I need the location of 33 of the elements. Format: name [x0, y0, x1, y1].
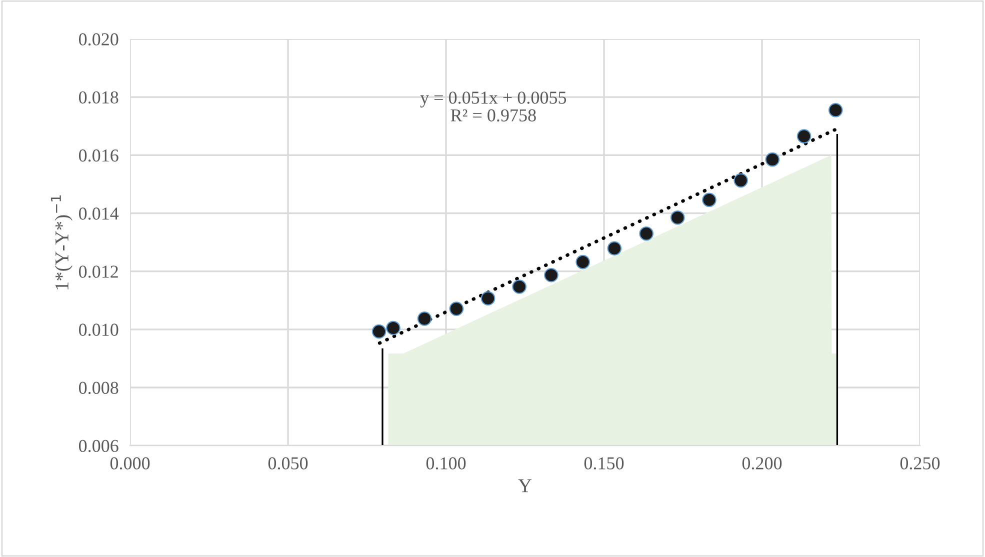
y-tick-label: 0.012: [78, 266, 118, 278]
point: [607, 241, 622, 256]
y-tick-label: 0.018: [78, 91, 118, 104]
point: [386, 320, 400, 336]
point: [480, 291, 496, 306]
point: [639, 226, 654, 241]
x-tick-label: 0.250: [900, 457, 940, 470]
y-tick-label: 0.010: [78, 324, 118, 336]
x-tick-label: 0.150: [584, 457, 624, 470]
point: [544, 268, 558, 282]
y-tick-label: 0.006: [78, 440, 118, 452]
point: [449, 302, 464, 316]
point: [670, 210, 685, 225]
x-tick-label: 0.100: [426, 457, 466, 470]
point: [796, 129, 812, 144]
point: [576, 254, 590, 270]
point: [765, 152, 780, 167]
y-tick-label: 0.020: [78, 33, 118, 46]
point: [702, 192, 716, 208]
point: [417, 312, 432, 326]
point: [372, 324, 386, 339]
point: [512, 280, 526, 294]
x-tick-label: 0.050: [268, 457, 308, 470]
x-tick-label: 0.000: [110, 457, 150, 470]
point: [734, 173, 748, 188]
y-tick-label: 0.014: [78, 208, 119, 220]
x-axis-title: Y: [518, 479, 532, 492]
annotation: y = 0.051x + 0.0055 R² = 0.9758: [420, 92, 566, 122]
x-tick-label: 0.200: [742, 457, 782, 470]
y-tick-label: 0.008: [78, 382, 118, 394]
point: [828, 103, 843, 118]
y-tick-label: 0.016: [78, 149, 118, 162]
y-axis-title: 1*(Y-Y*)$^{−1}$: [50, 195, 72, 290]
